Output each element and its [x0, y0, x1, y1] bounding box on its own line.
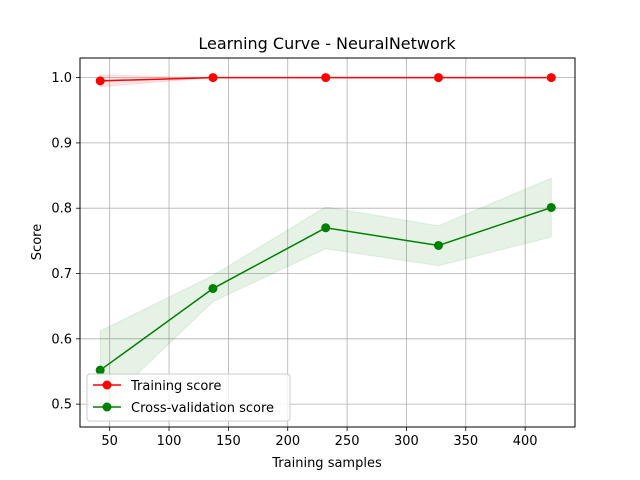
legend: Training score Cross-validation score [86, 373, 291, 422]
x-axis-label: Training samples [271, 456, 382, 471]
plot-area-frame [79, 57, 576, 428]
y-tick-label: 0.9 [51, 136, 72, 151]
training-score-point [546, 73, 556, 83]
legend-marker-training [102, 380, 112, 390]
x-tick-label: 50 [101, 434, 118, 449]
cross-validation-score-point [208, 284, 218, 294]
y-axis-ticks: 0.5 0.6 0.7 0.8 0.9 1.0 [51, 71, 80, 413]
x-tick-label: 350 [453, 434, 478, 449]
legend-marker-cross-validation [102, 402, 112, 412]
x-tick-label: 200 [275, 434, 300, 449]
x-tick-label: 250 [335, 434, 360, 449]
legend-label-cross-validation: Cross-validation score [131, 401, 274, 416]
y-tick-label: 1.0 [51, 71, 72, 86]
y-tick-label: 0.8 [51, 202, 72, 217]
legend-frame [86, 373, 291, 422]
y-axis-label: Score [30, 224, 45, 260]
cross-validation-score-point [433, 240, 443, 250]
x-tick-label: 150 [216, 434, 241, 449]
cross-validation-score-band [99, 177, 552, 411]
x-tick-label: 100 [157, 434, 182, 449]
training-score-point [95, 76, 105, 86]
y-tick-label: 0.5 [51, 398, 72, 413]
chart-title: Learning Curve - NeuralNetwork [198, 34, 456, 53]
y-tick-label: 0.7 [51, 267, 72, 282]
training-score-point [433, 73, 443, 83]
training-score-point [208, 73, 218, 83]
x-axis-ticks: 50 100 150 200 250 300 350 400 [101, 427, 538, 449]
y-tick-label: 0.6 [51, 332, 72, 347]
cross-validation-score-point [95, 365, 105, 375]
series-lines [95, 73, 556, 375]
cross-validation-score-point [546, 203, 556, 213]
cross-validation-score-point [321, 223, 331, 233]
training-score-point [321, 73, 331, 83]
x-tick-label: 400 [513, 434, 538, 449]
legend-label-training: Training score [130, 379, 221, 394]
x-tick-label: 300 [394, 434, 419, 449]
